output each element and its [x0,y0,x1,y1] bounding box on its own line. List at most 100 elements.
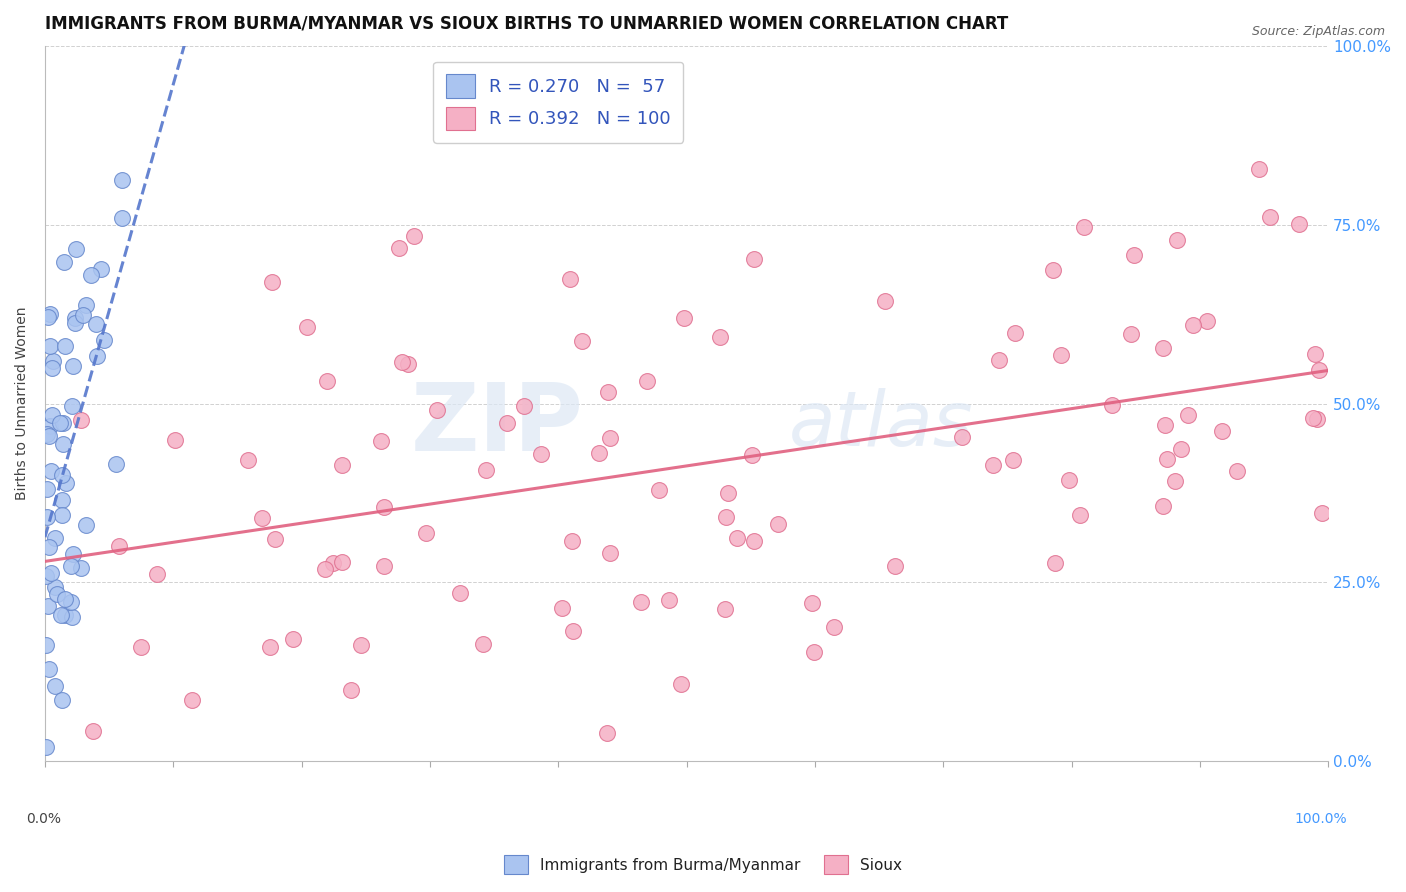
Legend: Immigrants from Burma/Myanmar, Sioux: Immigrants from Burma/Myanmar, Sioux [498,849,908,880]
Point [426,403,449,417]
Point [588,446,610,460]
Text: 0.0%: 0.0% [25,812,60,825]
Point [599,545,621,559]
Point [1050,348,1073,362]
Point [51,493,73,508]
Point [373,500,395,514]
Point [38,429,60,443]
Point [709,330,731,344]
Point [59,595,82,609]
Text: atlas: atlas [789,388,974,462]
Point [803,645,825,659]
Point [38,541,60,555]
Point [80,268,103,282]
Point [571,334,593,348]
Point [35,482,58,496]
Point [599,431,621,445]
Point [1042,263,1064,277]
Point [1211,425,1233,439]
Point [1122,248,1144,262]
Point [530,446,553,460]
Point [111,173,134,187]
Point [295,319,318,334]
Point [60,610,83,624]
Point [38,307,60,321]
Point [65,242,87,256]
Point [44,532,66,546]
Point [402,228,425,243]
Point [1310,506,1333,520]
Point [340,683,363,698]
Point [250,511,273,525]
Point [315,374,337,388]
Legend: R = 0.270   N =  57, R = 0.392   N = 100: R = 0.270 N = 57, R = 0.392 N = 100 [433,62,683,143]
Point [93,334,115,348]
Point [35,568,58,582]
Point [1303,347,1326,361]
Point [716,510,738,524]
Point [35,639,58,653]
Point [72,308,94,322]
Point [41,361,63,376]
Point [1073,219,1095,234]
Point [1195,314,1218,328]
Point [1119,327,1142,342]
Point [1057,473,1080,487]
Point [259,640,281,654]
Point [1156,451,1178,466]
Point [52,254,75,268]
Point [69,561,91,575]
Point [823,620,845,634]
Point [561,624,583,639]
Point [51,508,73,523]
Point [283,632,305,646]
Point [1166,234,1188,248]
Point [111,211,134,225]
Point [472,636,495,650]
Point [34,740,56,755]
Point [37,509,59,524]
Point [636,374,658,388]
Point [1170,442,1192,457]
Point [51,693,73,707]
Point [1001,453,1024,467]
Point [163,433,186,447]
Point [39,464,62,478]
Point [63,311,86,326]
Point [596,384,619,399]
Point [75,517,97,532]
Point [373,558,395,573]
Point [475,463,498,477]
Point [1258,210,1281,224]
Text: ZIP: ZIP [411,379,583,471]
Point [60,399,83,413]
Point [987,353,1010,368]
Point [52,416,75,430]
Point [330,458,353,472]
Point [70,413,93,427]
Point [800,596,823,610]
Point [349,638,371,652]
Point [370,434,392,449]
Point [62,547,84,561]
Point [104,458,127,472]
Point [725,531,748,545]
Point [950,430,973,444]
Point [1154,418,1177,433]
Point [1069,508,1091,523]
Point [264,532,287,546]
Point [415,526,437,541]
Point [260,275,283,289]
Point [75,298,97,312]
Point [45,587,67,601]
Point [551,601,574,615]
Point [42,354,65,368]
Point [1152,499,1174,513]
Point [1305,411,1327,425]
Point [495,416,517,430]
Point [875,293,897,308]
Point [90,261,112,276]
Point [49,607,72,622]
Point [742,252,765,267]
Point [84,317,107,331]
